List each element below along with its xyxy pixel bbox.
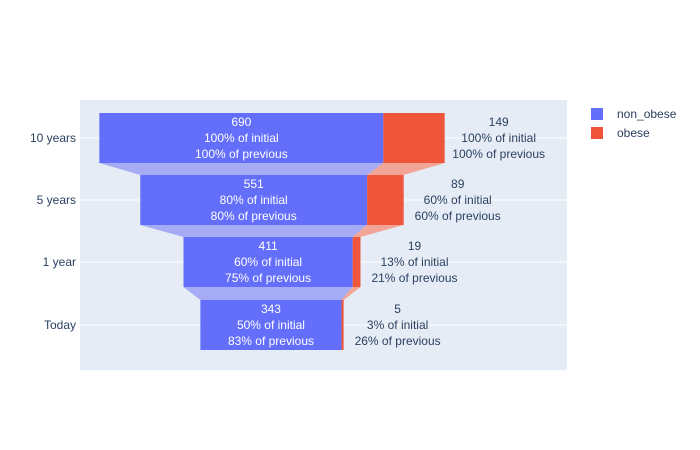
y-tick-label: 1 year xyxy=(43,255,76,269)
data-label-non_obese: 83% of previous xyxy=(228,334,314,348)
data-label-obese: 26% of previous xyxy=(355,334,441,348)
data-label-non_obese: 551 xyxy=(244,177,264,191)
data-label-obese: 13% of initial xyxy=(380,255,448,269)
data-label-obese: 149 xyxy=(489,115,509,129)
data-label-obese: 60% of initial xyxy=(424,193,492,207)
data-label-non_obese: 75% of previous xyxy=(225,271,311,285)
connector-obese xyxy=(367,163,445,175)
y-tick-label: 5 years xyxy=(37,193,76,207)
data-label-obese: 3% of initial xyxy=(367,318,428,332)
data-label-non_obese: 100% of initial xyxy=(204,131,279,145)
data-label-obese: 19 xyxy=(408,239,422,253)
bar-obese[interactable] xyxy=(341,300,344,350)
y-tick-label: 10 years xyxy=(30,131,76,145)
legend-label-non_obese[interactable]: non_obese xyxy=(617,107,677,121)
legend-swatch-non_obese[interactable] xyxy=(591,108,603,120)
connector-non_obese xyxy=(183,287,353,300)
data-label-obese: 60% of previous xyxy=(415,209,501,223)
legend-swatch-obese[interactable] xyxy=(591,127,603,139)
bar-obese[interactable] xyxy=(352,237,361,287)
data-label-non_obese: 411 xyxy=(259,239,278,253)
data-label-obese: 89 xyxy=(451,177,465,191)
data-label-non_obese: 50% of initial xyxy=(237,318,305,332)
bar-non_obese[interactable] xyxy=(99,113,384,163)
bar-non_obese[interactable] xyxy=(140,175,368,225)
data-label-obese: 100% of initial xyxy=(461,131,536,145)
data-label-obese: 21% of previous xyxy=(371,271,457,285)
connector-obese xyxy=(341,287,361,300)
connector-non_obese xyxy=(99,163,384,175)
data-label-non_obese: 690 xyxy=(231,115,251,129)
legend-label-obese[interactable]: obese xyxy=(617,126,650,140)
bar-non_obese[interactable] xyxy=(183,237,353,287)
data-label-non_obese: 100% of previous xyxy=(195,147,288,161)
y-tick-label: Today xyxy=(44,318,76,332)
connector-obese xyxy=(352,225,404,237)
data-label-obese: 100% of previous xyxy=(452,147,545,161)
data-label-non_obese: 80% of initial xyxy=(220,193,288,207)
data-label-non_obese: 80% of previous xyxy=(211,209,297,223)
connector-non_obese xyxy=(140,225,368,237)
data-label-non_obese: 343 xyxy=(261,302,281,316)
data-label-obese: 5 xyxy=(394,302,401,316)
data-label-non_obese: 60% of initial xyxy=(234,255,302,269)
bar-obese[interactable] xyxy=(383,113,445,163)
bar-non_obese[interactable] xyxy=(200,300,342,350)
bar-obese[interactable] xyxy=(367,175,404,225)
